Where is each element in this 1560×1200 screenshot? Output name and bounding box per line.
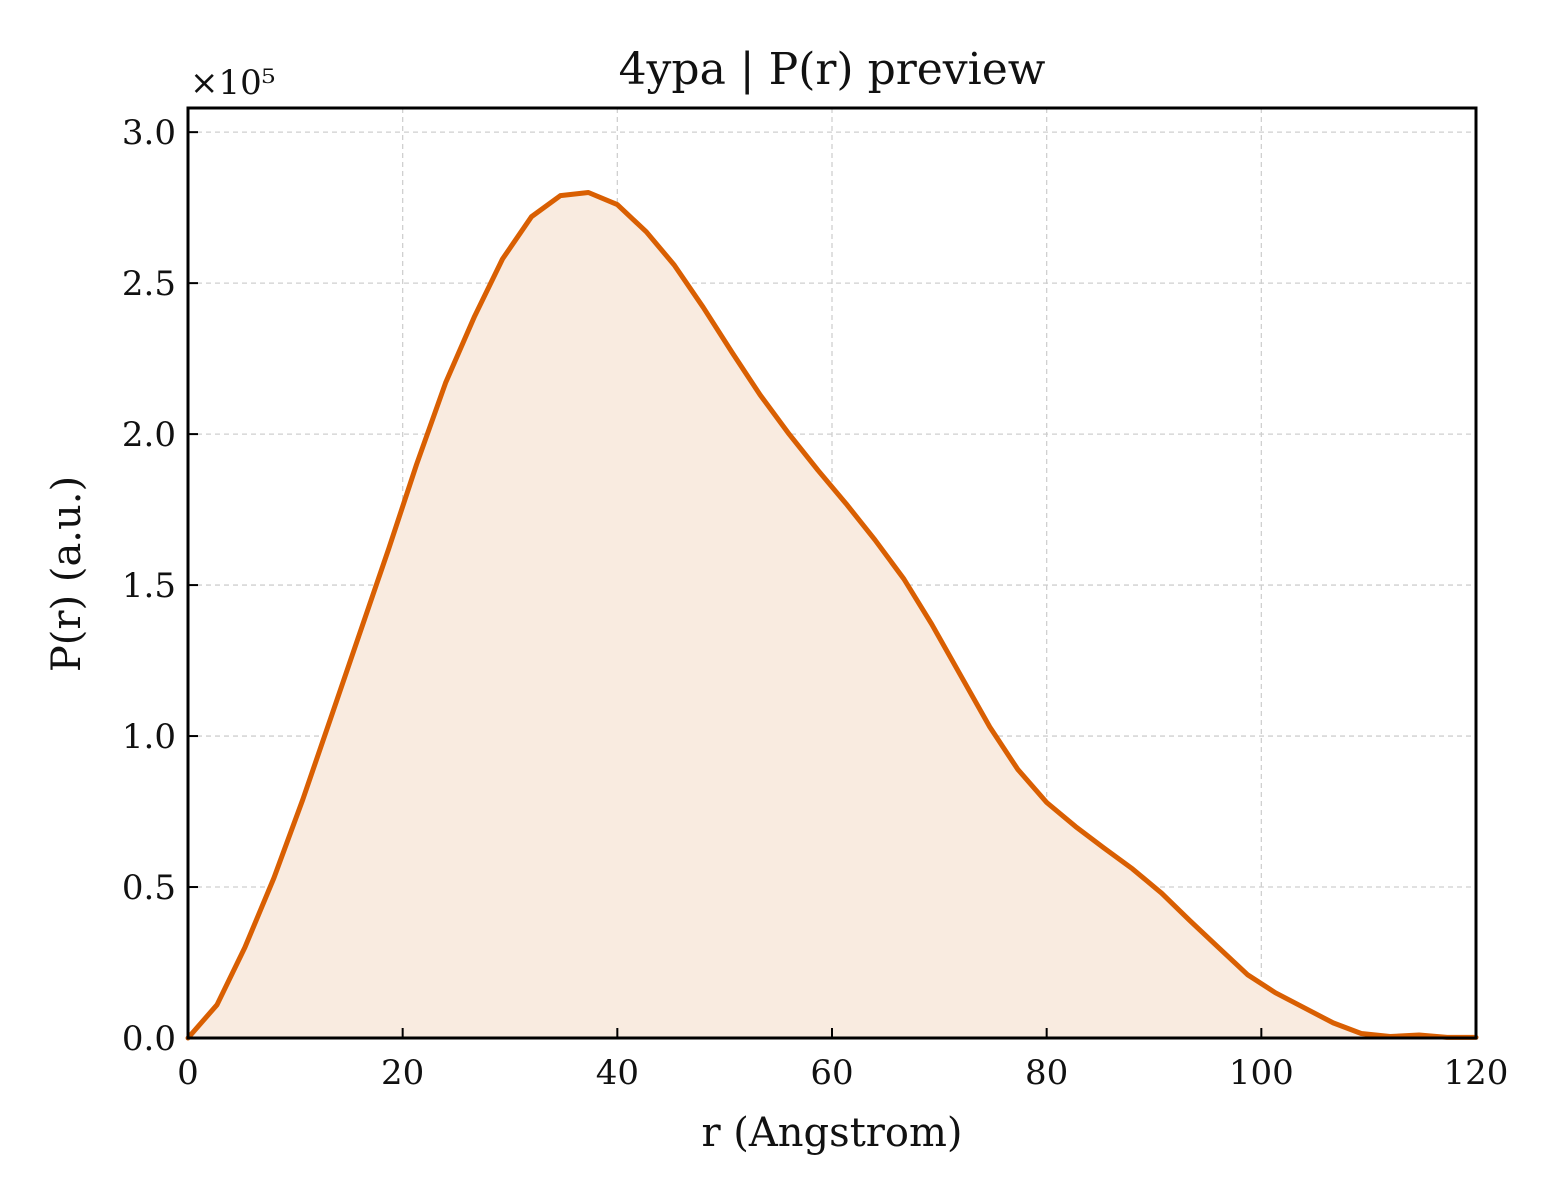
x-axis-title: r (Angstrom) bbox=[701, 1110, 962, 1156]
y-multiplier-label: ×10⁵ bbox=[190, 63, 275, 103]
x-tick-label: 120 bbox=[1444, 1053, 1509, 1093]
x-tick-label: 60 bbox=[810, 1053, 853, 1093]
x-tick-label: 0 bbox=[177, 1053, 199, 1093]
area-fill bbox=[188, 192, 1476, 1038]
x-tick-label: 100 bbox=[1229, 1053, 1294, 1093]
x-tick-label: 40 bbox=[596, 1053, 639, 1093]
y-axis-title: P(r) (a.u.) bbox=[44, 476, 90, 672]
x-tick-label: 80 bbox=[1025, 1053, 1068, 1093]
x-tick-label: 20 bbox=[381, 1053, 424, 1093]
y-tick-label: 2.5 bbox=[122, 264, 176, 304]
y-tick-label: 0.0 bbox=[122, 1019, 176, 1059]
y-tick-label: 0.5 bbox=[122, 868, 176, 908]
y-tick-label: 1.5 bbox=[122, 566, 176, 606]
y-tick-label: 2.0 bbox=[122, 415, 176, 455]
ticks: 0 20 40 60 80 100 120 0.0 0.5 1.0 1.5 2.0 2.5 3.0 bbox=[122, 113, 1509, 1093]
y-tick-label: 1.0 bbox=[122, 717, 176, 757]
series-line bbox=[185, 190, 1479, 1041]
y-tick-label: 3.0 bbox=[122, 113, 176, 153]
chart-title: 4ypa | P(r) preview bbox=[619, 44, 1046, 95]
